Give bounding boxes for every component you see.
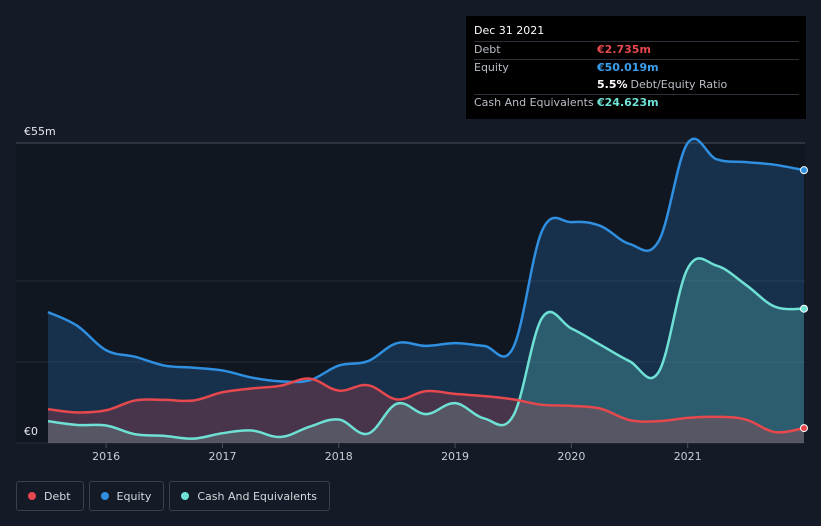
legend-cash-dot-icon <box>181 492 190 500</box>
x-tick-label: 2016 <box>92 450 120 463</box>
x-tick-label: 2018 <box>325 450 353 463</box>
legend-equity-label: Equity <box>116 489 152 503</box>
x-tick-label: 2020 <box>557 450 585 463</box>
legend-debt-dot-icon <box>28 492 36 500</box>
tooltip-ratio-label: Debt/Equity Ratio <box>630 78 728 91</box>
series-areas <box>48 138 804 443</box>
legend-debt-label: Debt <box>44 489 71 503</box>
cash-line <box>47 257 805 440</box>
equity-area <box>48 138 804 443</box>
debt-line <box>47 377 805 434</box>
legend-item-debt[interactable]: Debt <box>16 481 84 511</box>
tooltip-ratio-spacer <box>474 77 597 94</box>
tooltip-ratio-value: 5.5% <box>597 78 628 91</box>
x-tick-label: 2019 <box>441 450 469 463</box>
x-tick-label: 2017 <box>208 450 236 463</box>
tooltip-row-equity: Equity €50.019m <box>474 59 799 77</box>
cash-area <box>48 258 804 443</box>
legend-item-cash[interactable]: Cash And Equivalents <box>169 481 330 511</box>
equity-line <box>47 137 805 384</box>
legend-cash-label: Cash And Equivalents <box>197 489 317 503</box>
legend-item-equity[interactable]: Equity <box>88 481 165 511</box>
debt-area <box>48 378 804 443</box>
tooltip-row-cash: Cash And Equivalents €24.623m <box>474 94 799 112</box>
equity-endpoint <box>800 166 808 175</box>
series-endpoints <box>800 166 808 433</box>
y-axis-top-label: €55m <box>24 125 56 138</box>
x-tick-label: 2021 <box>674 450 702 463</box>
series-lines <box>47 137 805 440</box>
x-axis-ticks: 2016 2017 2018 2019 2020 2021 <box>92 443 702 463</box>
debt-endpoint <box>800 424 808 433</box>
tooltip-debt-value: €2.735m <box>597 43 651 56</box>
tooltip-panel: Dec 31 2021 Debt €2.735m Equity €50.019m… <box>466 16 806 119</box>
tooltip-date: Dec 31 2021 <box>474 24 545 37</box>
tooltip-cash-value: €24.623m <box>597 96 659 109</box>
tooltip-equity-label: Equity <box>474 61 509 74</box>
legend: Debt Equity Cash And Equivalents <box>16 481 335 511</box>
tooltip-debt-label: Debt <box>474 43 501 56</box>
tooltip-row-ratio: 5.5% Debt/Equity Ratio <box>474 77 799 94</box>
legend-equity-dot-icon <box>100 492 109 500</box>
tooltip-cash-label: Cash And Equivalents <box>474 96 594 109</box>
cash-endpoint <box>800 304 808 313</box>
tooltip-equity-value: €50.019m <box>597 61 659 74</box>
tooltip-row-debt: Debt €2.735m <box>474 41 799 59</box>
y-axis-bottom-label: €0 <box>24 425 38 438</box>
